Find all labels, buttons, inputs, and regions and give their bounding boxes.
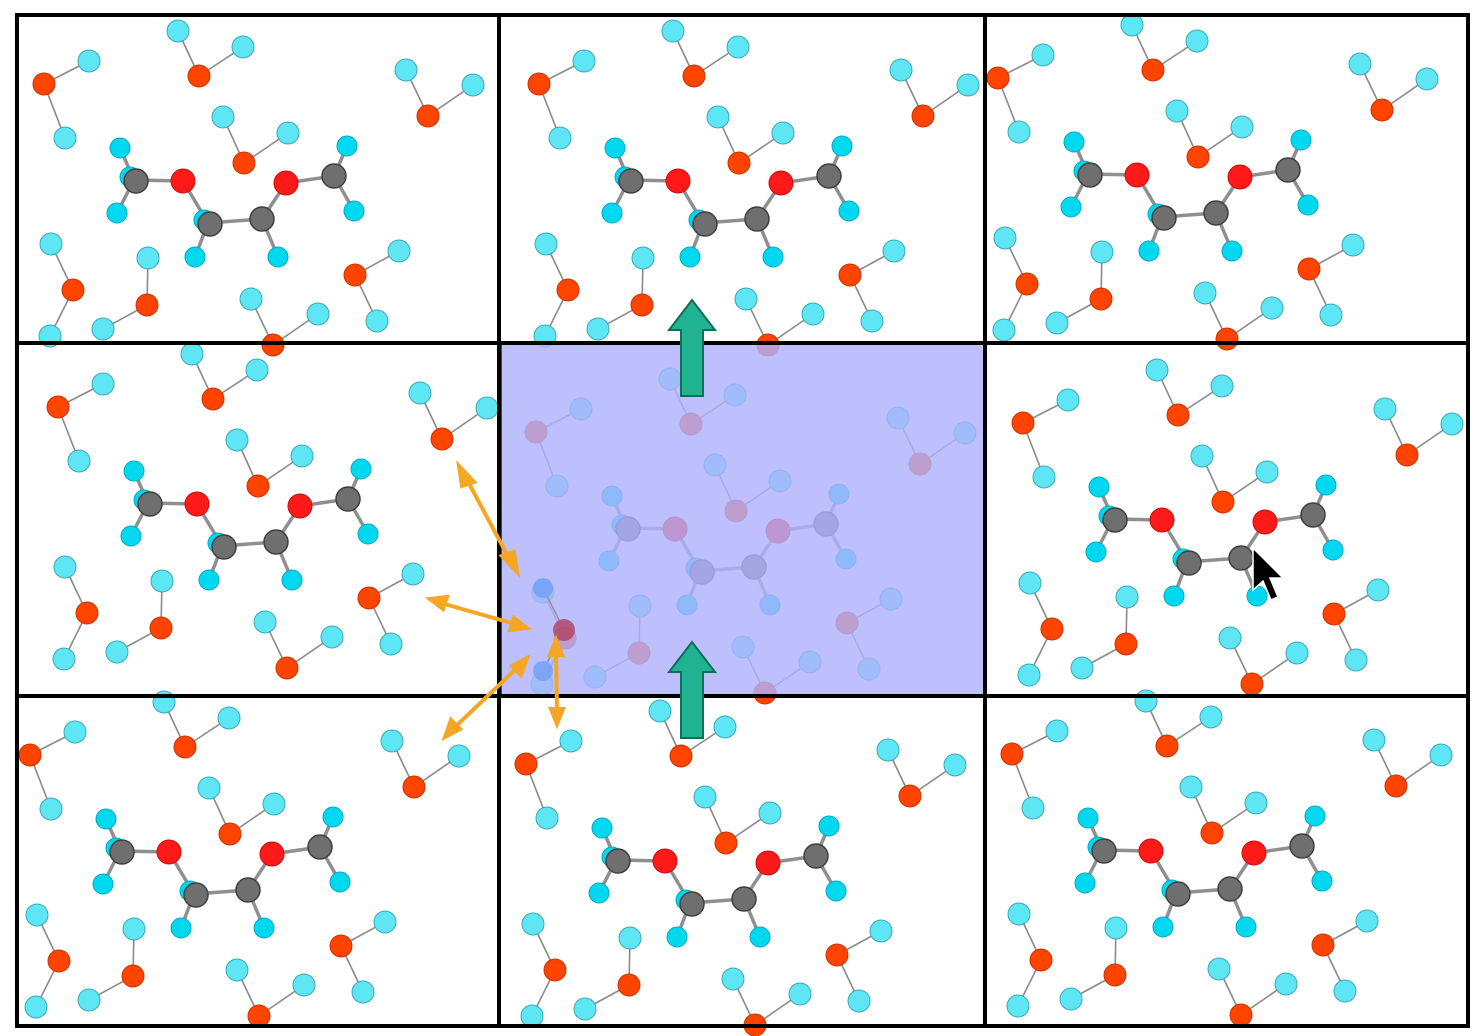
interaction-arrow — [441, 653, 531, 742]
cell-r2-c1 — [513, 698, 968, 1036]
cell-r2-c2 — [999, 688, 1454, 1028]
interaction-arrow — [424, 594, 533, 633]
cell-grid — [15, 13, 1470, 1028]
migration-arrow-up-top — [666, 298, 718, 397]
cell-r0-c0 — [31, 18, 486, 358]
interaction-arrows — [424, 459, 566, 742]
mouse-cursor-icon — [1252, 546, 1285, 601]
interaction-arrow — [547, 634, 566, 730]
interaction-arrow — [456, 459, 520, 579]
cell-r1-c0 — [45, 341, 500, 681]
cell-r2-c0 — [17, 689, 472, 1029]
cell-r0-c2 — [985, 12, 1440, 352]
central-cell — [500, 342, 986, 706]
cell-r1-c2 — [1010, 357, 1465, 697]
migration-arrows — [666, 298, 718, 739]
migrating-water — [533, 578, 575, 681]
cell-r0-c1 — [526, 18, 981, 358]
migration-arrow-up-bottom — [666, 640, 718, 739]
